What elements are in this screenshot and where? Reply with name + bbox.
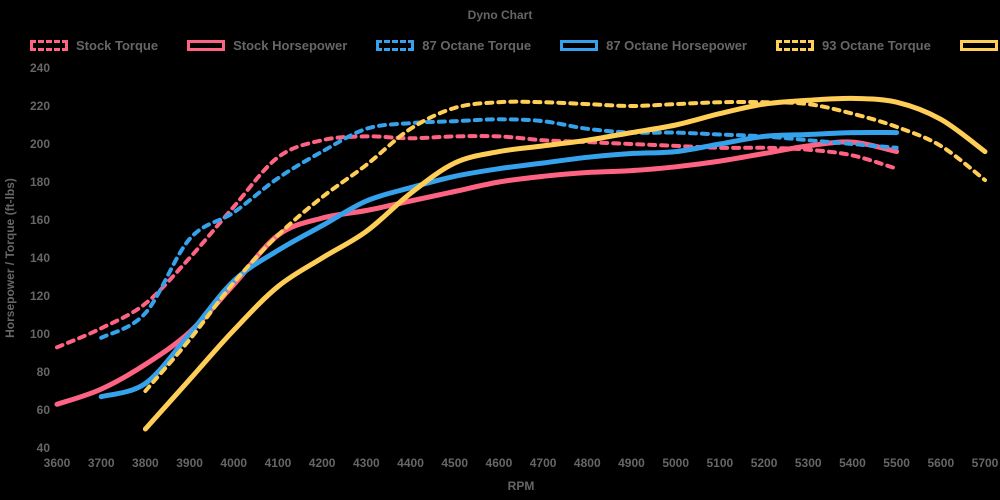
x-tick-label: 3900 [176, 456, 203, 470]
series-line-stock-horsepower [54, 139, 900, 407]
legend-item-93-octane-horsepower[interactable]: 93 Octane Horsepower [959, 38, 1000, 53]
solid-line-swatch-icon [187, 40, 226, 51]
legend-label: Stock Horsepower [233, 38, 348, 53]
legend-item-stock-horsepower[interactable]: Stock Horsepower [187, 38, 347, 53]
x-tick-label: 5600 [927, 456, 954, 470]
y-tick-label: 180 [30, 175, 50, 189]
y-tick-label: 80 [37, 365, 51, 379]
chart-legend: Stock Torque Stock Horsepower 87 Octane To… [30, 38, 998, 53]
legend-label: 87 Octane Torque [422, 38, 532, 53]
y-tick-label: 220 [30, 99, 50, 113]
x-tick-label: 4300 [353, 456, 380, 470]
legend-label: Stock Torque [76, 38, 159, 53]
x-tick-label: 5100 [707, 456, 734, 470]
x-tick-label: 4200 [309, 456, 336, 470]
y-tick-label: 160 [30, 213, 50, 227]
legend-item-87-octane-horsepower[interactable]: 87 Octane Horsepower [560, 38, 747, 53]
x-tick-label: 4100 [265, 456, 292, 470]
y-tick-label: 120 [30, 289, 50, 303]
x-tick-label: 5300 [795, 456, 822, 470]
series-line-93-octane-horsepower [142, 95, 988, 432]
x-tick-label: 5500 [883, 456, 910, 470]
x-tick-label: 3700 [88, 456, 115, 470]
solid-line-swatch-icon [560, 40, 599, 51]
x-tick-label: 4000 [220, 456, 247, 470]
legend-item-stock-torque[interactable]: Stock Torque [30, 38, 158, 53]
legend-label: 93 Octane Torque [822, 38, 931, 53]
x-axis-label: RPM [508, 479, 535, 493]
x-tick-label: 4400 [397, 456, 424, 470]
y-tick-label: 200 [30, 137, 50, 151]
x-tick-label: 5000 [662, 456, 689, 470]
legend-item-87-octane-torque[interactable]: 87 Octane Torque [376, 38, 531, 53]
x-tick-label: 3600 [44, 456, 71, 470]
dashed-line-swatch-icon [30, 40, 68, 51]
y-tick-label: 240 [30, 61, 50, 75]
y-tick-label: 40 [37, 441, 51, 455]
x-tick-label: 4900 [618, 456, 645, 470]
legend-item-93-octane-torque[interactable]: 93 Octane Torque [776, 38, 931, 53]
y-tick-label: 140 [30, 251, 50, 265]
series-line-87-octane-horsepower [98, 129, 900, 400]
x-tick-label: 4800 [574, 456, 601, 470]
x-tick-label: 5400 [839, 456, 866, 470]
y-tick-label: 100 [30, 327, 50, 341]
x-tick-label: 5700 [972, 456, 999, 470]
dashed-line-swatch-icon [776, 40, 814, 51]
series-line-stock-torque [55, 134, 899, 350]
solid-line-swatch-icon [959, 40, 998, 51]
x-tick-label: 4600 [486, 456, 513, 470]
x-tick-label: 3800 [132, 456, 159, 470]
dashed-line-swatch-icon [376, 40, 415, 51]
y-tick-label: 60 [37, 403, 51, 417]
chart-title: Dyno Chart [467, 8, 533, 22]
series-line-93-octane-torque [143, 99, 987, 393]
x-tick-label: 5200 [751, 456, 778, 470]
y-axis-label: Horsepower / Torque (ft-lbs) [3, 178, 17, 338]
x-tick-label: 4700 [530, 456, 557, 470]
legend-label: 87 Octane Horsepower [606, 38, 747, 53]
x-tick-label: 4500 [441, 456, 468, 470]
